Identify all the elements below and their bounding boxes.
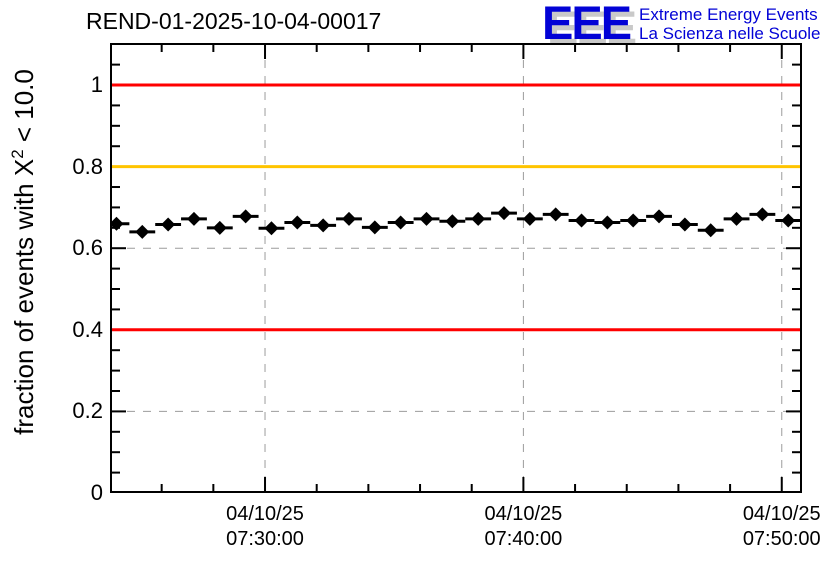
x-tick-time: 07:40:00 [484, 528, 563, 550]
x-tick-date: 04/10/25 [484, 503, 563, 525]
eee-logo-acronym: EEE [542, 0, 632, 49]
eee-logo: EEE Extreme Energy Events La Scienza nel… [542, 0, 821, 46]
data-point-marker [781, 213, 796, 228]
x-tick-time: 07:30:00 [226, 528, 304, 550]
plot-area [110, 43, 802, 493]
x-tick-label: 04/10/25 07:30:00 [195, 502, 335, 552]
data-point-marker [755, 207, 770, 222]
data-point-marker [703, 223, 718, 238]
data-point-marker [419, 211, 434, 226]
y-tick-label: 0.4 [72, 316, 103, 342]
data-point-marker [316, 218, 331, 233]
data-point-marker [393, 215, 408, 230]
y-tick-label: 0.2 [72, 398, 103, 424]
x-tick-date: 04/10/25 [226, 503, 304, 525]
data-point-marker [161, 217, 176, 232]
plot-frame [110, 43, 802, 493]
data-point-marker [290, 215, 305, 230]
data-point-marker [341, 211, 356, 226]
data-point-marker [212, 220, 227, 235]
data-point-marker [522, 211, 537, 226]
data-point-marker [264, 221, 279, 236]
data-point-marker [238, 209, 253, 224]
data-point-marker [574, 213, 589, 228]
y-tick-label: 0.6 [72, 235, 103, 261]
data-point-marker [626, 213, 641, 228]
data-point-marker [548, 207, 563, 222]
eee-logo-line2: La Scienza nelle Scuole [639, 24, 821, 43]
y-tick-label: 0 [90, 480, 103, 505]
x-tick-time: 07:50:00 [742, 528, 821, 550]
data-point-marker [497, 206, 512, 221]
data-point-marker [652, 209, 667, 224]
data-point-marker [445, 214, 460, 229]
data-point-marker [110, 216, 124, 231]
page-title: REND-01-2025-10-04-00017 [86, 8, 382, 34]
data-point-marker [367, 220, 382, 235]
y-tick-label: 1 [90, 72, 103, 98]
data-point-marker [135, 224, 150, 239]
x-tick-label: 04/10/25 07:40:00 [453, 502, 593, 552]
data-point-marker [186, 211, 201, 226]
data-point-marker [729, 211, 744, 226]
eee-logo-line1: Extreme Energy Events [639, 5, 818, 24]
data-point-marker [677, 217, 692, 232]
data-point-marker [471, 211, 486, 226]
x-tick-date: 04/10/25 [742, 503, 821, 525]
eee-logo-text: Extreme Energy Events La Scienza nelle S… [639, 5, 820, 43]
data-point-marker [600, 215, 615, 230]
y-tick-label: 0.8 [72, 153, 103, 179]
x-tick-label: 04/10/25 07:50:00 [712, 502, 836, 552]
